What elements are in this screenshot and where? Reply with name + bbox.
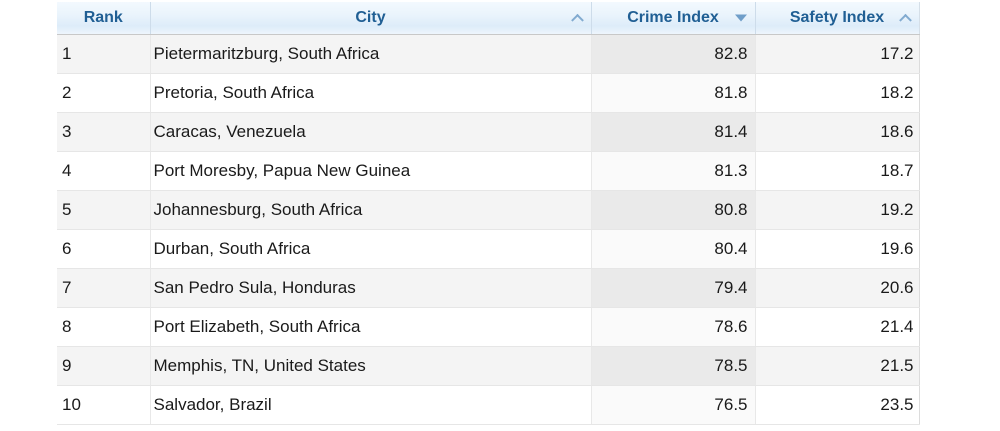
safety-index-cell: 23.5 xyxy=(755,385,920,425)
table-row: 1 Pietermaritzburg, South Africa 82.8 17.2 xyxy=(57,34,920,74)
table-row: 8 Port Elizabeth, South Africa 78.6 21.4 xyxy=(57,307,920,347)
safety-index-cell: 20.6 xyxy=(755,268,920,308)
city-cell: Memphis, TN, United States xyxy=(150,346,592,386)
safety-index-cell: 21.5 xyxy=(755,346,920,386)
city-cell: Caracas, Venezuela xyxy=(150,112,592,152)
city-cell: Port Elizabeth, South Africa xyxy=(150,307,592,347)
crime-index-cell: 81.3 xyxy=(591,151,756,191)
rank-cell: 3 xyxy=(57,112,151,152)
rank-cell: 1 xyxy=(57,34,151,74)
rank-cell: 2 xyxy=(57,73,151,113)
rank-cell: 10 xyxy=(57,385,151,425)
safety-index-cell: 18.6 xyxy=(755,112,920,152)
safety-index-cell: 18.7 xyxy=(755,151,920,191)
table-row: 6 Durban, South Africa 80.4 19.6 xyxy=(57,229,920,269)
header-safety-index[interactable]: Safety Index xyxy=(755,2,920,35)
crime-index-cell: 78.5 xyxy=(591,346,756,386)
header-rank[interactable]: Rank xyxy=(57,2,151,35)
table-row: 7 San Pedro Sula, Honduras 79.4 20.6 xyxy=(57,268,920,308)
header-crime-index[interactable]: Crime Index xyxy=(591,2,756,35)
header-city[interactable]: City xyxy=(150,2,592,35)
table-row: 3 Caracas, Venezuela 81.4 18.6 xyxy=(57,112,920,152)
crime-index-cell: 80.8 xyxy=(591,190,756,230)
table-row: 9 Memphis, TN, United States 78.5 21.5 xyxy=(57,346,920,386)
header-city-label: City xyxy=(355,8,386,26)
rank-cell: 5 xyxy=(57,190,151,230)
rank-cell: 6 xyxy=(57,229,151,269)
safety-index-cell: 21.4 xyxy=(755,307,920,347)
sort-ascending-icon xyxy=(570,13,584,27)
safety-index-cell: 17.2 xyxy=(755,34,920,74)
safety-index-cell: 18.2 xyxy=(755,73,920,113)
sort-descending-icon xyxy=(734,14,747,22)
city-cell: San Pedro Sula, Honduras xyxy=(150,268,592,308)
safety-index-cell: 19.6 xyxy=(755,229,920,269)
table-row: 2 Pretoria, South Africa 81.8 18.2 xyxy=(57,73,920,113)
rank-cell: 8 xyxy=(57,307,151,347)
city-cell: Pretoria, South Africa xyxy=(150,73,592,113)
header-rank-label: Rank xyxy=(83,8,123,26)
table-row: 10 Salvador, Brazil 76.5 23.5 xyxy=(57,385,920,425)
crime-index-table: Rank City Crime Index Safety Index 1 Piet… xyxy=(57,2,920,425)
table-body: 1 Pietermaritzburg, South Africa 82.8 17.2 2… xyxy=(57,34,920,425)
table-row: 4 Port Moresby, Papua New Guinea 81.3 18.7 xyxy=(57,151,920,191)
crime-index-cell: 76.5 xyxy=(591,385,756,425)
rank-cell: 7 xyxy=(57,268,151,308)
crime-index-cell: 79.4 xyxy=(591,268,756,308)
crime-index-cell: 80.4 xyxy=(591,229,756,269)
crime-index-cell: 81.8 xyxy=(591,73,756,113)
header-row: Rank City Crime Index Safety Index xyxy=(57,2,920,35)
city-cell: Salvador, Brazil xyxy=(150,385,592,425)
crime-index-cell: 81.4 xyxy=(591,112,756,152)
header-crime-index-label: Crime Index xyxy=(627,8,719,26)
sort-ascending-icon xyxy=(898,13,912,27)
safety-index-cell: 19.2 xyxy=(755,190,920,230)
crime-index-cell: 82.8 xyxy=(591,34,756,74)
city-cell: Durban, South Africa xyxy=(150,229,592,269)
city-cell: Johannesburg, South Africa xyxy=(150,190,592,230)
header-safety-index-label: Safety Index xyxy=(789,8,885,26)
rank-cell: 4 xyxy=(57,151,151,191)
rank-cell: 9 xyxy=(57,346,151,386)
table-header: Rank City Crime Index Safety Index xyxy=(57,2,920,35)
city-cell: Pietermaritzburg, South Africa xyxy=(150,34,592,74)
crime-index-cell: 78.6 xyxy=(591,307,756,347)
table-row: 5 Johannesburg, South Africa 80.8 19.2 xyxy=(57,190,920,230)
city-cell: Port Moresby, Papua New Guinea xyxy=(150,151,592,191)
